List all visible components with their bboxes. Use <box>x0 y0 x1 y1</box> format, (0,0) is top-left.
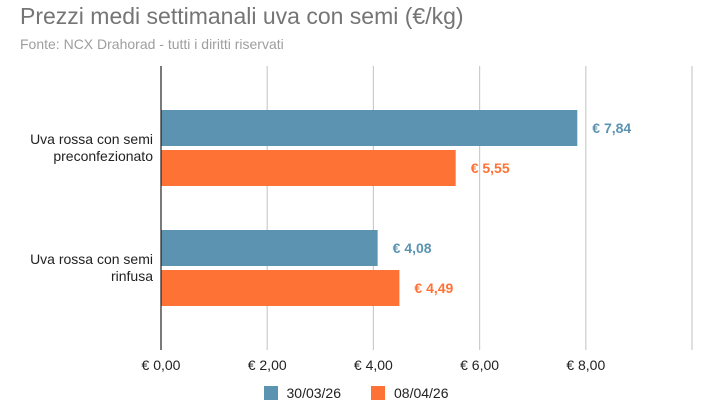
legend-item-2: 08/04/26 <box>371 385 449 401</box>
legend-swatch <box>371 386 385 400</box>
legend-swatch <box>263 386 278 400</box>
chart-subtitle: Fonte: NCX Drahorad - tutti i diritti ri… <box>20 36 284 52</box>
category-label-line: Uva rossa con semi <box>30 251 153 267</box>
category-label-line: Uva rossa con semi <box>30 131 153 147</box>
x-tick-label-2: € 4,00 <box>354 357 393 373</box>
bar-2-2 <box>161 270 400 306</box>
x-tick-label-3: € 6,00 <box>460 357 499 373</box>
bar-1-2 <box>161 230 378 266</box>
legend-item-1: 30/03/26 <box>263 385 342 401</box>
data-label-1-2: € 4,08 <box>393 240 432 256</box>
category-label-line: rinfusa <box>111 268 153 284</box>
legend-label: 08/04/26 <box>394 385 449 401</box>
category-label-1: Uva rossa con semi preconfezionato <box>30 131 153 164</box>
data-label-2-2: € 4,49 <box>414 280 453 296</box>
bar-2-1 <box>161 150 456 186</box>
chart-title: Prezzi medi settimanali uva con semi (€/… <box>20 3 464 29</box>
bar-1-1 <box>161 110 578 146</box>
x-tick-label-1: € 2,00 <box>248 357 287 373</box>
x-tick-label-4: € 8,00 <box>566 357 605 373</box>
chart-legend: 30/03/26 08/04/26 <box>0 385 712 401</box>
category-label-line: preconfezionato <box>53 148 153 164</box>
data-label-1-1: € 7,84 <box>592 120 631 136</box>
x-tick-label-0: € 0,00 <box>142 357 181 373</box>
bar-chart: € 0,00 € 2,00 € 4,00 € 6,00 € 8,00 € 7,84 € 5,… <box>30 66 693 373</box>
data-label-2-1: € 5,55 <box>471 160 510 176</box>
category-label-2: Uva rossa con semi rinfusa <box>30 251 153 284</box>
legend-label: 30/03/26 <box>286 385 342 401</box>
